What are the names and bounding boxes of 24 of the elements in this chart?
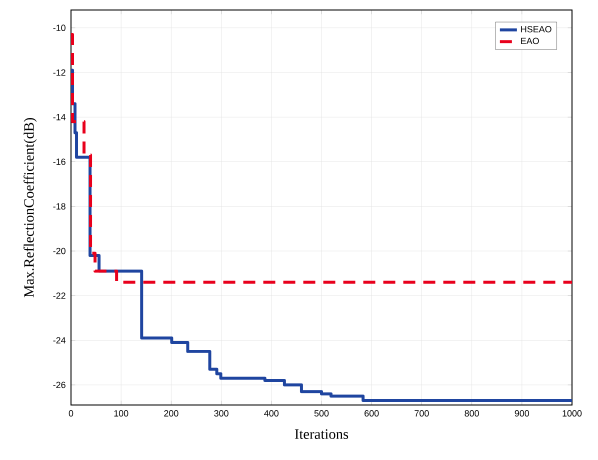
y-tick-label: -14 [53, 114, 66, 120]
x-axis-title: Iterations [294, 429, 348, 439]
y-tick-label: -18 [53, 203, 66, 210]
y-tick-label: -20 [53, 248, 66, 254]
x-tick-label: 100 [114, 410, 128, 417]
x-tick-label: 0 [68, 410, 74, 417]
y-tick-label: -10 [53, 24, 66, 32]
x-tick-label: 1000 [562, 410, 582, 417]
y-tick-label: -26 [53, 382, 66, 388]
x-tick-label: 700 [414, 410, 429, 417]
x-tick-label: 600 [364, 410, 379, 417]
y-tick-label: -22 [53, 292, 66, 299]
y-tick-label: -24 [53, 337, 66, 344]
y-tick-label: -12 [53, 69, 66, 76]
y-axis-title: Max.ReflectionCoefficient(dB) [24, 118, 37, 298]
legend-label: HSEAO [521, 26, 552, 32]
x-tick-label: 200 [164, 410, 178, 417]
x-tick-label: 500 [314, 410, 329, 417]
x-tick-label: 400 [264, 410, 279, 417]
x-tick-label: 800 [464, 410, 479, 417]
legend-label: EAO [521, 38, 539, 44]
x-tick-label: 300 [214, 410, 228, 417]
y-tick-label: -16 [53, 158, 66, 165]
x-tick-label: 900 [514, 410, 530, 417]
